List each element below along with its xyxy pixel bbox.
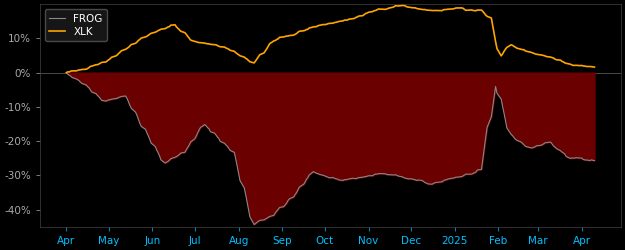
Line: FROG: FROG bbox=[66, 73, 594, 224]
Line: XLK: XLK bbox=[66, 6, 594, 73]
Legend: FROG, XLK: FROG, XLK bbox=[45, 10, 107, 41]
